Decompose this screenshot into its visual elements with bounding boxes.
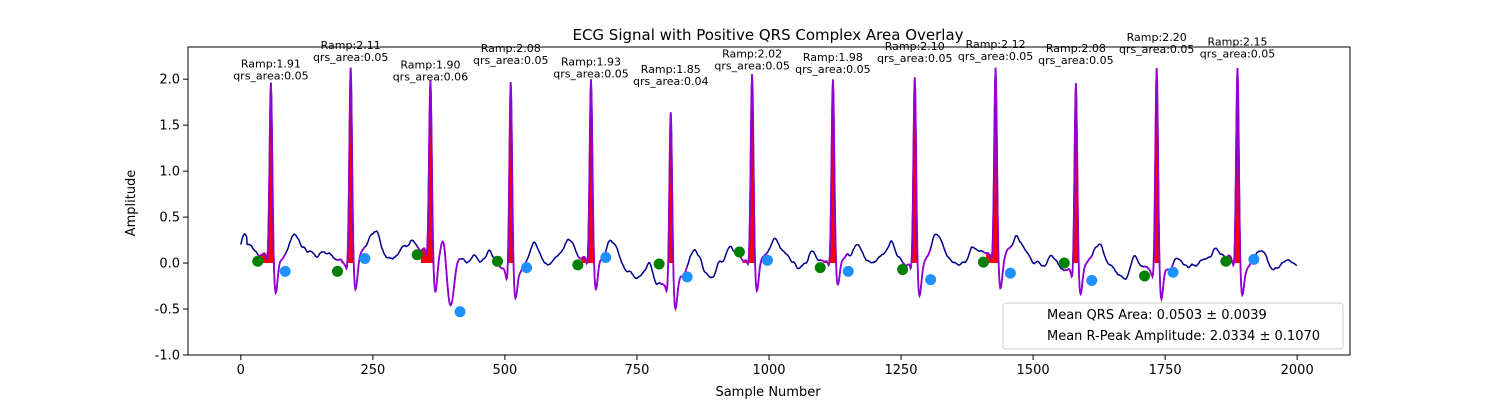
ramp-label: Ramp:1.85: [641, 63, 701, 76]
onset-marker: [331, 265, 343, 277]
onset-marker: [492, 255, 504, 267]
y-tick-label: 1.0: [159, 165, 180, 180]
chart-title: ECG Signal with Positive QRS Complex Are…: [572, 26, 963, 44]
legend-entry: Mean QRS Area: 0.0503 ± 0.0039: [1047, 308, 1267, 323]
y-tick-label: -0.5: [155, 303, 180, 318]
ramp-label: Ramp:2.08: [1046, 42, 1106, 55]
offset-marker: [842, 265, 854, 277]
y-tick-label: 1.5: [159, 119, 180, 134]
qrs-area-label: qrs_area:0.06: [393, 70, 468, 83]
offset-marker: [1086, 275, 1098, 287]
qrs-area-label: qrs_area:0.05: [958, 50, 1033, 63]
ramp-label: Ramp:2.20: [1127, 31, 1187, 44]
qrs-area-label: qrs_area:0.05: [877, 52, 952, 65]
qrs-segment-line: [337, 67, 366, 293]
x-tick-label: 0: [237, 363, 245, 378]
x-tick-label: 1000: [752, 363, 785, 378]
offset-marker: [1248, 253, 1260, 265]
x-tick-label: 1500: [1017, 363, 1050, 378]
qrs-area-label: qrs_area:0.05: [553, 68, 628, 81]
ramp-label: Ramp:2.11: [321, 39, 381, 52]
plot-area: Ramp:1.91qrs_area:0.05Ramp:2.11qrs_area:…: [155, 31, 1351, 378]
x-tick-label: 1250: [884, 363, 917, 378]
qrs-segment-line: [901, 77, 932, 299]
ramp-label: Ramp:2.15: [1207, 35, 1267, 48]
qrs-area-label: qrs_area:0.05: [1038, 54, 1113, 67]
qrs-area-label: qrs_area:0.05: [313, 51, 388, 64]
x-axis-label: Sample Number: [715, 385, 821, 400]
offset-marker: [521, 262, 533, 274]
offset-marker: [1004, 267, 1016, 279]
x-tick-label: 1750: [1149, 363, 1182, 378]
ecg-signal-line: [240, 67, 1298, 311]
onset-marker: [897, 263, 909, 275]
qrs-segment-line: [983, 67, 1012, 290]
ramp-label: Ramp:2.08: [481, 42, 541, 55]
onset-marker: [1139, 270, 1151, 282]
offset-marker: [600, 252, 612, 264]
ramp-label: Ramp:2.10: [885, 40, 945, 53]
onset-marker: [1220, 255, 1232, 267]
qrs-segment-line: [416, 79, 461, 307]
x-tick-label: 250: [360, 363, 385, 378]
ramp-label: Ramp:2.12: [966, 38, 1026, 51]
offset-marker: [359, 252, 371, 264]
ramp-label: Ramp:1.90: [400, 58, 460, 71]
onset-marker: [814, 262, 826, 274]
qrs-segment-line: [1064, 83, 1093, 297]
ramp-label: Ramp:2.02: [722, 47, 782, 60]
onset-marker: [252, 255, 264, 267]
onset-marker: [733, 246, 745, 258]
offset-marker: [279, 265, 291, 277]
qrs-segment-line: [1144, 68, 1174, 303]
onset-marker: [1058, 257, 1070, 269]
qrs-area-label: qrs_area:0.05: [795, 63, 870, 76]
legend-box: [1002, 302, 1344, 350]
offset-marker: [1167, 266, 1179, 278]
y-axis-label: Amplitude: [124, 170, 139, 237]
qrs-segment-line: [1225, 68, 1255, 298]
onset-marker: [572, 259, 584, 271]
qrs-area-label: qrs_area:0.05: [233, 69, 308, 82]
ramp-label: Ramp:1.91: [241, 57, 301, 70]
offset-marker: [761, 254, 773, 266]
qrs-segment-line: [257, 82, 286, 296]
onset-marker: [653, 258, 665, 270]
legend: Mean QRS Area: 0.0503 ± 0.0039 Mean R-Pea…: [1002, 302, 1344, 350]
qrs-area-label: qrs_area:0.05: [1119, 43, 1194, 56]
qrs-segment-line: [738, 74, 769, 294]
x-tick-label: 2000: [1281, 363, 1314, 378]
ramp-label: Ramp:1.98: [803, 51, 863, 64]
ramp-label: Ramp:1.93: [561, 56, 621, 69]
y-tick-label: 0.5: [159, 211, 180, 226]
qrs-area-label: qrs_area:0.05: [714, 59, 789, 72]
offset-marker: [681, 271, 693, 283]
onset-marker: [977, 256, 989, 268]
y-tick-label: 2.0: [159, 73, 180, 88]
y-tick-label: 0.0: [159, 257, 180, 272]
qrs-segment-line: [819, 79, 849, 286]
qrs-area-label: qrs_area:0.05: [1200, 47, 1275, 60]
y-tick-label: -1.0: [155, 349, 180, 364]
offset-marker: [454, 306, 466, 318]
legend-entry: Mean R-Peak Amplitude: 2.0334 ± 0.1070: [1047, 329, 1320, 344]
onset-marker: [411, 249, 423, 261]
qrs-area-label: qrs_area:0.04: [633, 75, 708, 88]
x-tick-label: 750: [625, 363, 650, 378]
offset-marker: [925, 274, 937, 286]
x-tick-label: 500: [492, 363, 517, 378]
qrs-area-label: qrs_area:0.05: [473, 54, 548, 67]
